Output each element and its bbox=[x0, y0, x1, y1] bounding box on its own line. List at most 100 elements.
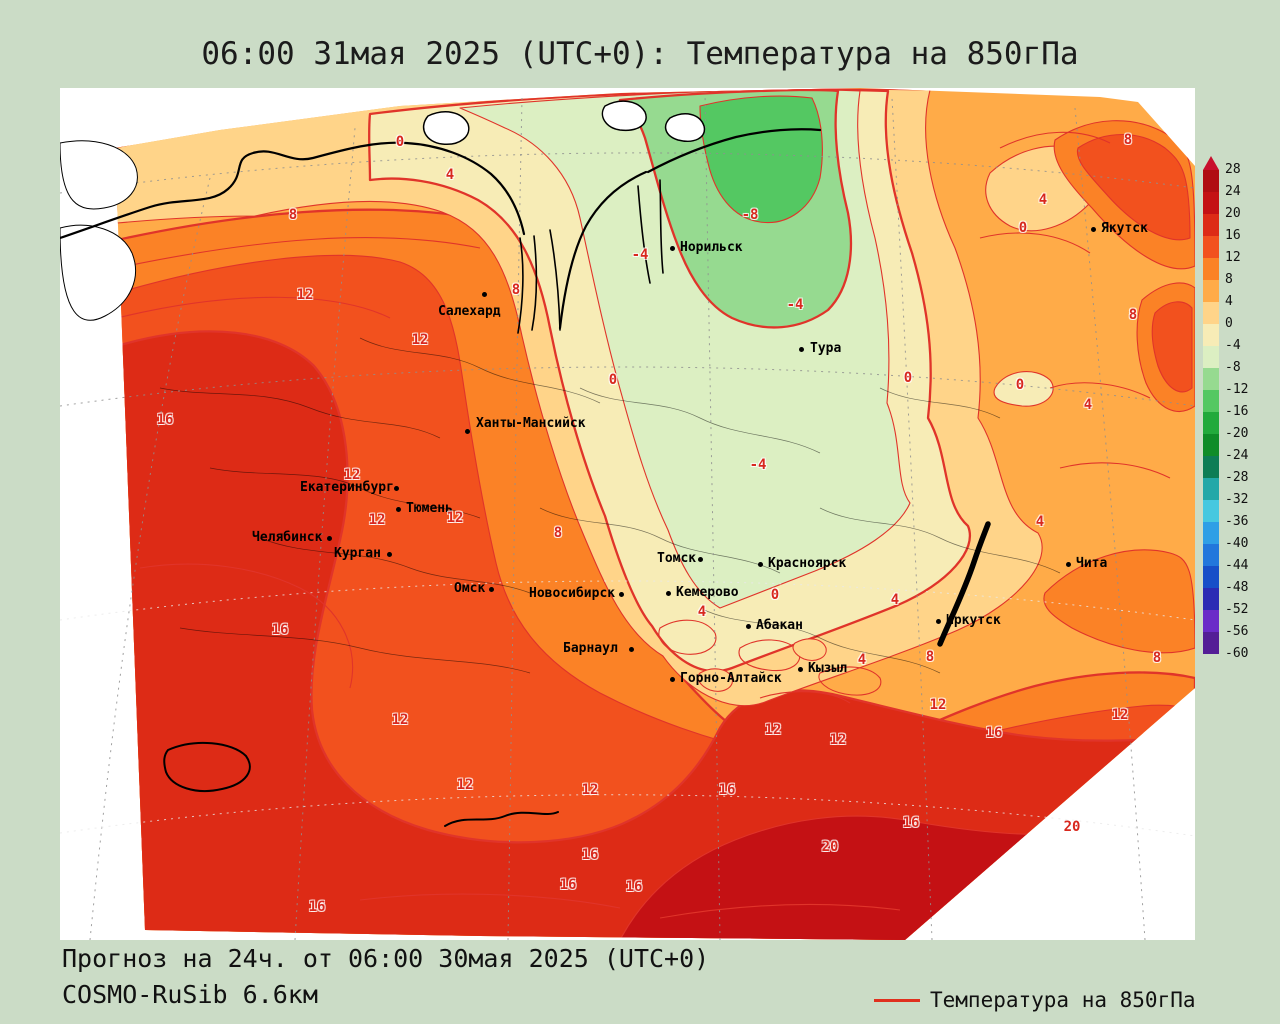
city-label: Кызыл bbox=[808, 661, 848, 676]
contour-label: 12 bbox=[446, 510, 464, 526]
colorbar-tick: -52 bbox=[1225, 602, 1249, 617]
city-label: Горно-Алтайск bbox=[680, 671, 782, 686]
colorbar-band bbox=[1203, 324, 1219, 346]
city-dot bbox=[698, 557, 703, 562]
colorbar-tick: -44 bbox=[1225, 558, 1249, 573]
colorbar-tick: -20 bbox=[1225, 426, 1249, 441]
contour-label: 16 bbox=[559, 877, 577, 893]
colorbar-band bbox=[1203, 544, 1219, 566]
contour-label: 0 bbox=[903, 370, 913, 386]
colorbar: 28 24 20 16 12 8 4 0 -4 -8 -12 -16 -20 -24 -28 -32 -36 -4… bbox=[1203, 156, 1263, 676]
colorbar-band bbox=[1203, 588, 1219, 610]
colorbar-band bbox=[1203, 478, 1219, 500]
city-dot bbox=[489, 587, 494, 592]
contour-label: 12 bbox=[296, 287, 314, 303]
colorbar-tick: -28 bbox=[1225, 470, 1249, 485]
white-sea bbox=[60, 140, 138, 210]
city-label: Тюмень bbox=[406, 501, 453, 516]
lake-baikal bbox=[937, 521, 991, 647]
colorbar-arrow bbox=[1203, 156, 1219, 170]
colorbar-tick: 0 bbox=[1225, 316, 1233, 331]
colorbar-tick: 28 bbox=[1225, 162, 1241, 177]
colorbar-tick: -4 bbox=[1225, 338, 1241, 353]
model-info: COSMO-RuSib 6.6км bbox=[62, 980, 318, 1009]
contour-label: 8 bbox=[925, 649, 935, 665]
kara-sea-inlet bbox=[60, 224, 136, 321]
contour-label: 8 bbox=[553, 525, 563, 541]
city-label: Курган bbox=[334, 546, 381, 561]
contour-label: 16 bbox=[625, 879, 643, 895]
colorbar-band bbox=[1203, 214, 1219, 236]
contour-label: 12 bbox=[411, 332, 429, 348]
city-label: Тура bbox=[810, 341, 842, 356]
city-dot bbox=[936, 619, 941, 624]
colorbar-band bbox=[1203, 302, 1219, 324]
contour-label: 0 bbox=[1018, 220, 1028, 236]
contour-label: 12 bbox=[456, 777, 474, 793]
admin-borders bbox=[159, 337, 1061, 674]
contour-label: 0 bbox=[770, 587, 780, 603]
city-label: Барнаул bbox=[563, 641, 618, 656]
contour-label: 16 bbox=[902, 815, 920, 831]
contour-label: 8 bbox=[288, 207, 298, 223]
contour-label: 4 bbox=[1035, 514, 1045, 530]
contour-label: 12 bbox=[764, 722, 782, 738]
city-dot bbox=[394, 486, 399, 491]
contour-label: 4 bbox=[890, 592, 900, 608]
colorbar-tick: -40 bbox=[1225, 536, 1249, 551]
contour-label: 0 bbox=[1015, 377, 1025, 393]
colorbar-band bbox=[1203, 170, 1219, 192]
contour-label: 20 bbox=[821, 839, 839, 855]
contour-label: 12 bbox=[343, 467, 361, 483]
legend: Температура на 850гПа bbox=[874, 988, 1196, 1012]
colorbar-bands bbox=[1203, 170, 1263, 654]
contour-label: 4 bbox=[697, 604, 707, 620]
legend-temp-line bbox=[874, 998, 920, 1002]
contour-label: 8 bbox=[511, 282, 521, 298]
graticule bbox=[60, 92, 1195, 940]
city-label: Екатеринбург bbox=[300, 480, 394, 495]
contour-label: 12 bbox=[581, 782, 599, 798]
city-label: Челябинск bbox=[252, 530, 323, 545]
city-dot bbox=[465, 429, 470, 434]
contour-label: 16 bbox=[156, 412, 174, 428]
temperature-field bbox=[115, 88, 1195, 940]
contour-label: 16 bbox=[718, 782, 736, 798]
contour-label: 0 bbox=[395, 134, 405, 150]
colorbar-tick: -16 bbox=[1225, 404, 1249, 419]
page-title: 06:00 31мая 2025 (UTC+0): Температура на… bbox=[201, 36, 1079, 72]
colorbar-band bbox=[1203, 280, 1219, 302]
contour-label: 8 bbox=[1152, 650, 1162, 666]
city-dot bbox=[758, 562, 763, 567]
colorbar-band bbox=[1203, 368, 1219, 390]
contour-label: -4 bbox=[749, 457, 767, 473]
colorbar-tick: -32 bbox=[1225, 492, 1249, 507]
colorbar-tick: -48 bbox=[1225, 580, 1249, 595]
contour-label: 16 bbox=[985, 725, 1003, 741]
city-dot bbox=[798, 667, 803, 672]
colorbar-band bbox=[1203, 236, 1219, 258]
colorbar-tick: -60 bbox=[1225, 646, 1249, 661]
colorbar-tick: 20 bbox=[1225, 206, 1241, 221]
colorbar-band bbox=[1203, 456, 1219, 478]
contour-label: 12 bbox=[929, 697, 947, 713]
contour-label: 0 bbox=[608, 372, 618, 388]
colorbar-band bbox=[1203, 412, 1219, 434]
colorbar-band bbox=[1203, 500, 1219, 522]
lake-balkhash-shore bbox=[444, 811, 559, 827]
map-overlay: Норильск Салехард Тура Якутск Ханты-Мансийск… bbox=[60, 88, 1195, 940]
city-dot bbox=[670, 677, 675, 682]
city-dot bbox=[619, 592, 624, 597]
lake-zaysan bbox=[163, 741, 251, 793]
weather-map: Норильск Салехард Тура Якутск Ханты-Мансийск… bbox=[60, 88, 1195, 940]
contour-label: 20 bbox=[1063, 819, 1081, 835]
contour-label: 8 bbox=[1123, 132, 1133, 148]
city-label: Новосибирск bbox=[529, 586, 616, 601]
contour-label: 16 bbox=[271, 622, 289, 638]
colorbar-tick: -8 bbox=[1225, 360, 1241, 375]
city-label: Абакан bbox=[756, 618, 803, 633]
city-dot bbox=[327, 536, 332, 541]
contour-label: 12 bbox=[1111, 707, 1129, 723]
colorbar-band bbox=[1203, 192, 1219, 214]
colorbar-tick: -56 bbox=[1225, 624, 1249, 639]
